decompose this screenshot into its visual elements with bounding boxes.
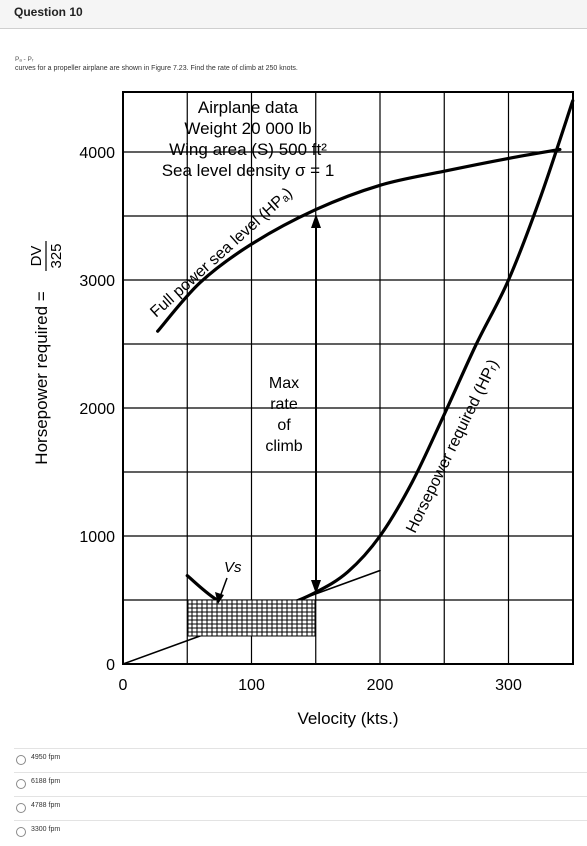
airplane-data-density: Sea level density σ = 1 xyxy=(162,161,335,180)
vs-label: Vs xyxy=(224,559,242,576)
option-3[interactable]: 4788 fpm xyxy=(14,796,587,818)
plot-frame xyxy=(122,91,574,665)
question-body: curves for a propeller airplane are show… xyxy=(15,65,298,72)
option-2-label: 6188 fpm xyxy=(31,778,61,785)
max-rate-label-3: of xyxy=(277,417,291,434)
option-3-radio[interactable] xyxy=(16,803,26,813)
chart-grid xyxy=(123,92,573,664)
y-tick-label: 2000 xyxy=(79,401,115,418)
required-curve-label: Horsepower required (HPᵣ) xyxy=(403,357,502,536)
option-1-label: 4950 fpm xyxy=(31,754,61,761)
question-title: Question 10 xyxy=(14,5,83,19)
x-tick-label: 0 xyxy=(119,677,128,694)
y-tick-label: 0 xyxy=(106,657,115,674)
x-tick-label: 200 xyxy=(367,677,394,694)
question-text: Pₐ - Pᵣ curves for a propeller airplane … xyxy=(15,55,298,73)
option-1[interactable]: 4950 fpm xyxy=(14,748,587,770)
max-rate-label-4: climb xyxy=(265,438,302,455)
series-layer xyxy=(122,99,575,665)
y-tick-label: 3000 xyxy=(79,273,115,290)
option-4[interactable]: 3300 fpm xyxy=(14,820,587,842)
available-curve-label: Full power sea level (HPₐ) xyxy=(147,185,296,321)
airplane-data-weight: Weight 20 000 lb xyxy=(184,119,311,138)
x-axis-label: Velocity (kts.) xyxy=(297,709,398,728)
vs-arrow xyxy=(219,577,228,598)
x-tick-label: 300 xyxy=(495,677,522,694)
option-1-radio[interactable] xyxy=(16,755,26,765)
y-axis-label-text: Horsepower required = xyxy=(32,291,51,464)
airplane-data-wing-area: Wing area (S) 500 ft² xyxy=(169,140,327,159)
y-tick-label: 4000 xyxy=(79,145,115,162)
option-4-radio[interactable] xyxy=(16,827,26,837)
power-symbol: Pₐ - Pᵣ xyxy=(15,56,34,63)
option-2-radio[interactable] xyxy=(16,779,26,789)
figure-7-23: 0 100 200 300 0 1000 2000 3000 4000 Airplane dat… xyxy=(0,82,587,746)
available-power-curve xyxy=(156,147,562,333)
stall-region-hatch xyxy=(187,599,316,637)
question-header: Question 10 xyxy=(0,0,587,29)
airplane-data-title: Airplane data xyxy=(198,98,299,117)
y-axis-label: Horsepower required = DV 325 xyxy=(28,241,65,465)
y-tick-label: 1000 xyxy=(79,529,115,546)
option-4-label: 3300 fpm xyxy=(31,826,61,833)
option-2[interactable]: 6188 fpm xyxy=(14,772,587,794)
max-rate-label-2: rate xyxy=(270,396,298,413)
y-axis-frac-num: DV xyxy=(28,246,45,267)
y-axis-frac-den: 325 xyxy=(48,243,65,268)
vs-arrowhead xyxy=(215,592,224,604)
max-rate-arrowhead-bottom xyxy=(311,580,321,594)
max-rate-arrowhead-top xyxy=(311,214,321,228)
max-rate-label-1: Max xyxy=(269,375,299,392)
option-3-label: 4788 fpm xyxy=(31,802,61,809)
x-tick-label: 100 xyxy=(238,677,265,694)
